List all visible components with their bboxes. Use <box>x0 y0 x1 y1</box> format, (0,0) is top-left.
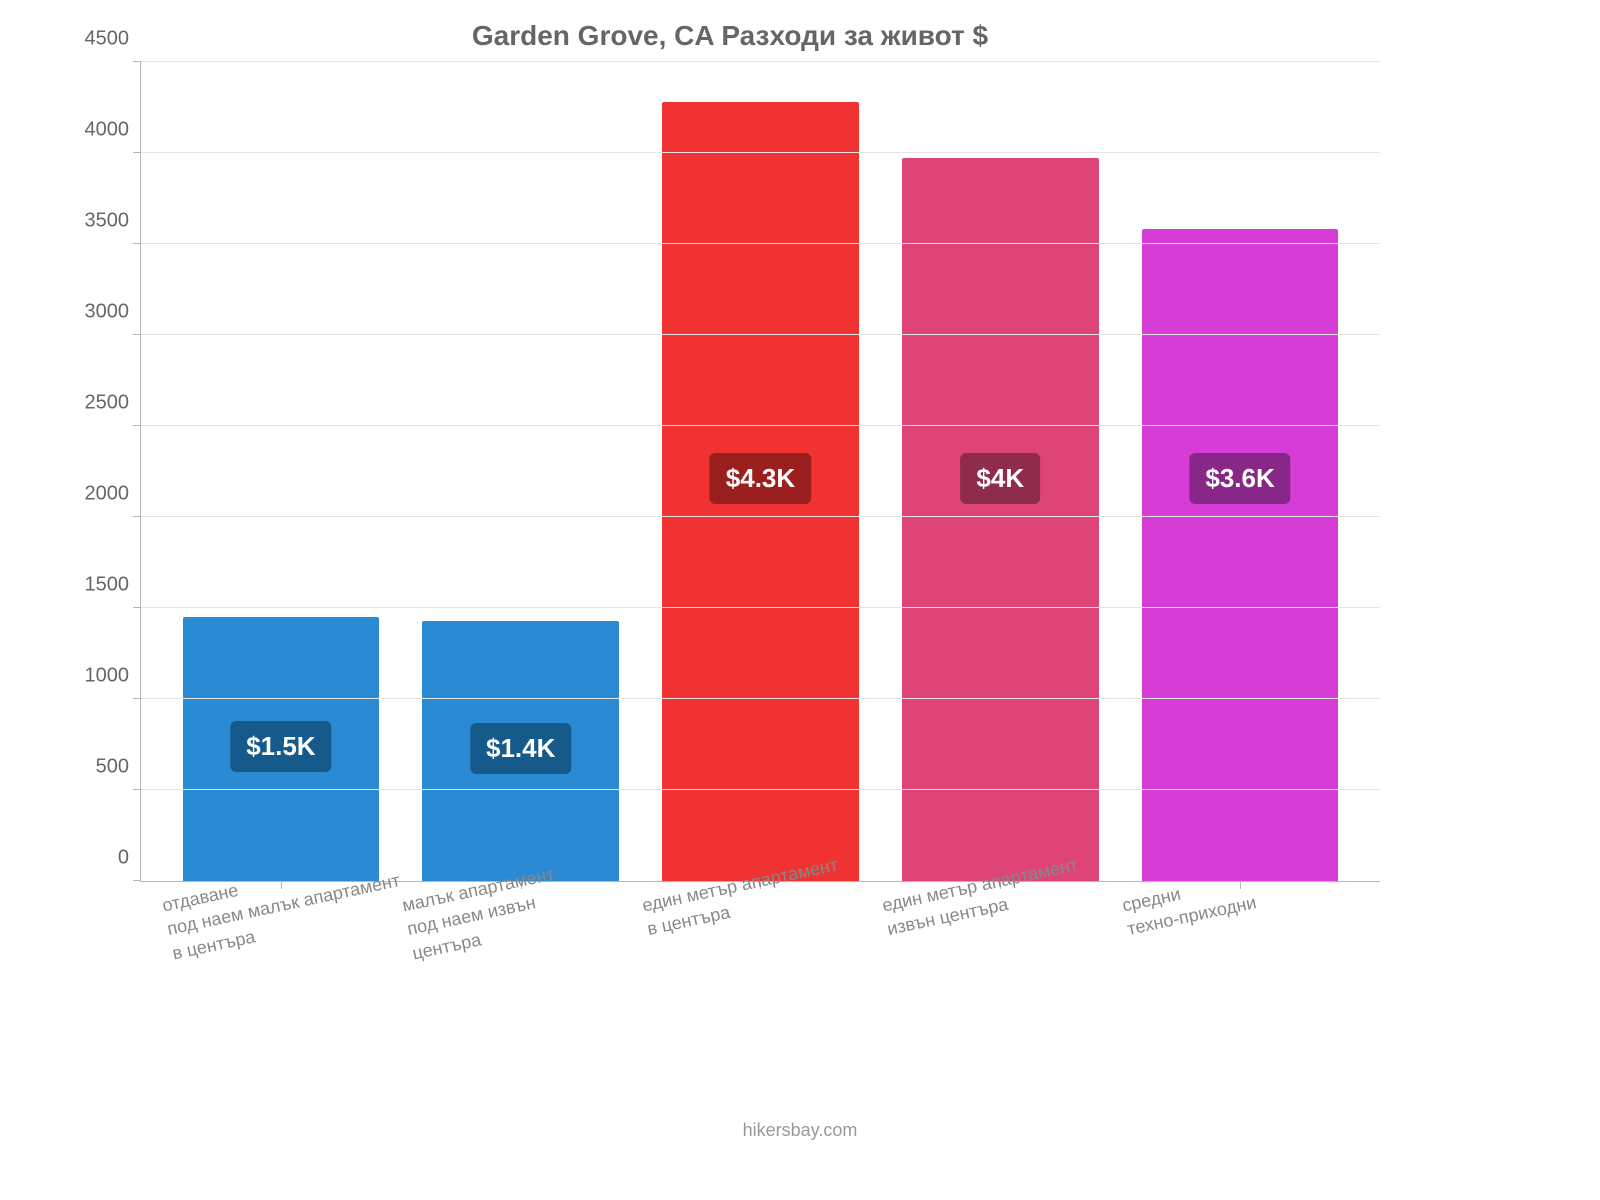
y-tick-mark <box>133 880 141 881</box>
y-tick-label: 500 <box>96 756 141 779</box>
y-tick-label: 1000 <box>85 665 142 688</box>
y-tick-mark <box>133 243 141 244</box>
grid-line <box>141 152 1380 153</box>
y-tick-label: 0 <box>118 847 141 870</box>
value-badge: $1.4K <box>470 723 571 774</box>
bar: $4K <box>902 158 1099 881</box>
bars-container: $1.5K $1.4K $4.3K $4K $3.6K <box>141 62 1380 881</box>
y-tick-label: 1500 <box>85 574 142 597</box>
chart-footer: hikersbay.com <box>0 1120 1600 1141</box>
y-tick-label: 2000 <box>85 483 142 506</box>
grid-line <box>141 698 1380 699</box>
value-badge: $4.3K <box>710 453 811 504</box>
y-tick-mark <box>133 152 141 153</box>
bar: $3.6K <box>1142 229 1339 881</box>
grid-line <box>141 789 1380 790</box>
chart-title: Garden Grove, CA Разходи за живот $ <box>80 20 1380 52</box>
y-tick-label: 3000 <box>85 301 142 324</box>
bar-slot: $1.5K <box>161 62 401 881</box>
grid-line <box>141 425 1380 426</box>
y-tick-label: 2500 <box>85 392 142 415</box>
grid-line <box>141 61 1380 62</box>
y-tick-mark <box>133 607 141 608</box>
bar-slot: $1.4K <box>401 62 641 881</box>
y-tick-mark <box>133 61 141 62</box>
grid-line <box>141 334 1380 335</box>
bar: $1.5K <box>183 617 380 881</box>
value-badge: $1.5K <box>230 721 331 772</box>
grid-line <box>141 516 1380 517</box>
y-tick-label: 4500 <box>85 28 142 51</box>
bar-slot: $4K <box>880 62 1120 881</box>
value-badge: $3.6K <box>1189 453 1290 504</box>
y-tick-label: 3500 <box>85 210 142 233</box>
y-tick-mark <box>133 516 141 517</box>
y-tick-mark <box>133 698 141 699</box>
y-tick-mark <box>133 334 141 335</box>
bar-slot: $3.6K <box>1120 62 1360 881</box>
y-tick-mark <box>133 425 141 426</box>
plot-area: $1.5K$1.4K$4.3K$4K$3.6K 0500100015002000… <box>140 62 1380 882</box>
grid-line <box>141 607 1380 608</box>
bar: $1.4K <box>422 621 619 881</box>
grid-line <box>141 243 1380 244</box>
cost-of-living-chart: Garden Grove, CA Разходи за живот $ $1.5… <box>80 20 1380 1020</box>
y-tick-label: 4000 <box>85 119 142 142</box>
value-badge: $4K <box>960 453 1040 504</box>
y-tick-mark <box>133 789 141 790</box>
bar: $4.3K <box>662 102 859 881</box>
bar-slot: $4.3K <box>641 62 881 881</box>
